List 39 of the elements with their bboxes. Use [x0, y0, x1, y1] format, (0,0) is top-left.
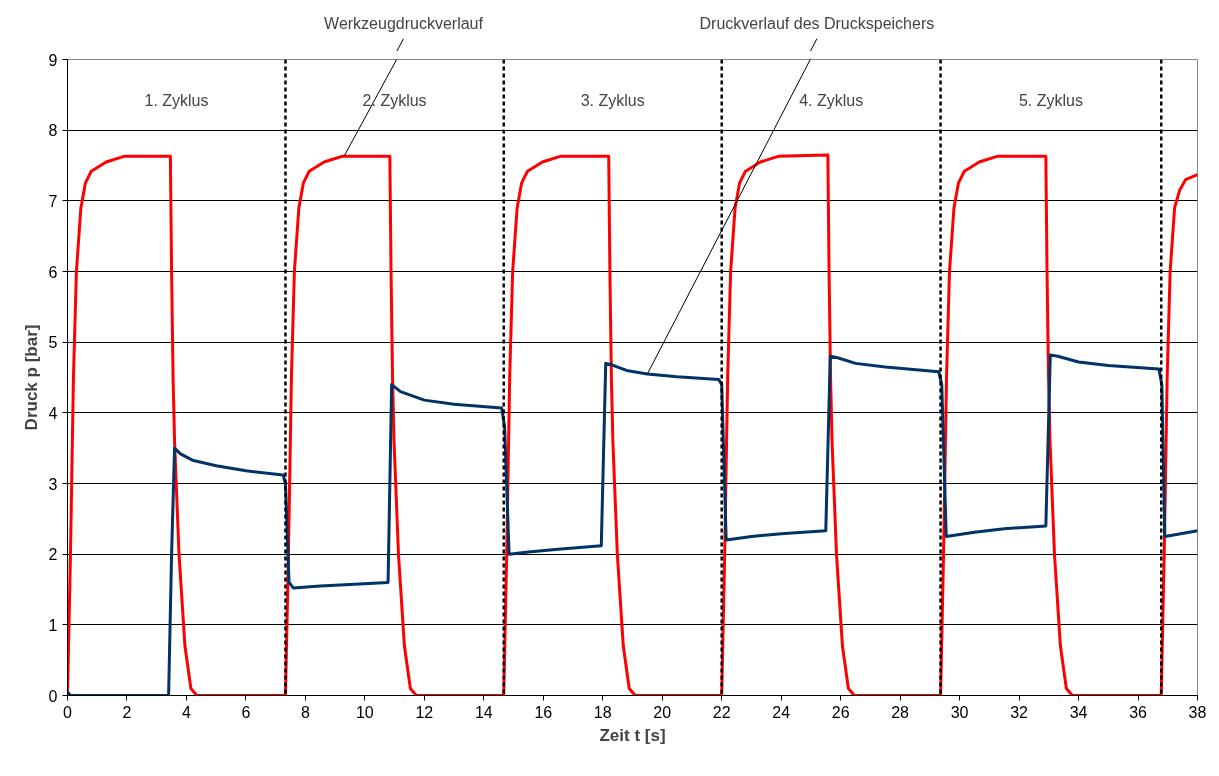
x-tick-label: 32: [1010, 703, 1029, 721]
y-tick-label: 4: [48, 404, 58, 422]
x-tick-label: 10: [355, 703, 374, 721]
y-tick-label: 0: [48, 687, 58, 705]
y-tick-label: 5: [48, 334, 58, 352]
y-tick-label: 7: [48, 192, 58, 210]
x-tick-label: 38: [1188, 703, 1207, 721]
y-tick-label: 1: [48, 616, 58, 634]
x-tick-label: 4: [182, 703, 191, 721]
x-tick-label: 36: [1129, 703, 1148, 721]
x-tick-label: 2: [122, 703, 132, 721]
x-tick-label: 34: [1069, 703, 1088, 721]
y-tick-label: 9: [48, 51, 58, 69]
x-tick-label: 16: [534, 703, 553, 721]
y-tick-label: 8: [48, 122, 58, 140]
y-tick-label: 3: [48, 475, 58, 493]
x-tick-label: 12: [415, 703, 434, 721]
y-tick-label: 6: [48, 263, 58, 281]
x-tick-label: 0: [63, 703, 73, 721]
x-tick-label: 22: [712, 703, 731, 721]
x-tick-label: 24: [772, 703, 791, 721]
x-tick-label: 30: [950, 703, 969, 721]
annotation: 1. Zyklus: [144, 92, 209, 110]
x-tick-label: 8: [300, 703, 310, 721]
y-tick-label: 2: [48, 546, 58, 564]
x-tick-label: 26: [831, 703, 850, 721]
x-tick-label: 18: [593, 703, 612, 721]
annotation: 4. Zyklus: [799, 92, 864, 110]
x-tick-label: 6: [241, 703, 251, 721]
x-tick-label: 28: [891, 703, 910, 721]
annotation: Werkzeugdruckverlauf: [324, 14, 484, 32]
y-axis-title: Druck p [bar]: [21, 324, 41, 431]
annotation: 5. Zyklus: [1018, 92, 1083, 110]
annotation: 3. Zyklus: [580, 92, 645, 110]
annotation: 2. Zyklus: [362, 92, 427, 110]
x-tick-label: 20: [653, 703, 672, 721]
x-tick-label: 14: [474, 703, 493, 721]
x-axis-title: Zeit t [s]: [599, 725, 666, 745]
annotation: Druckverlauf des Druckspeichers: [699, 14, 935, 32]
